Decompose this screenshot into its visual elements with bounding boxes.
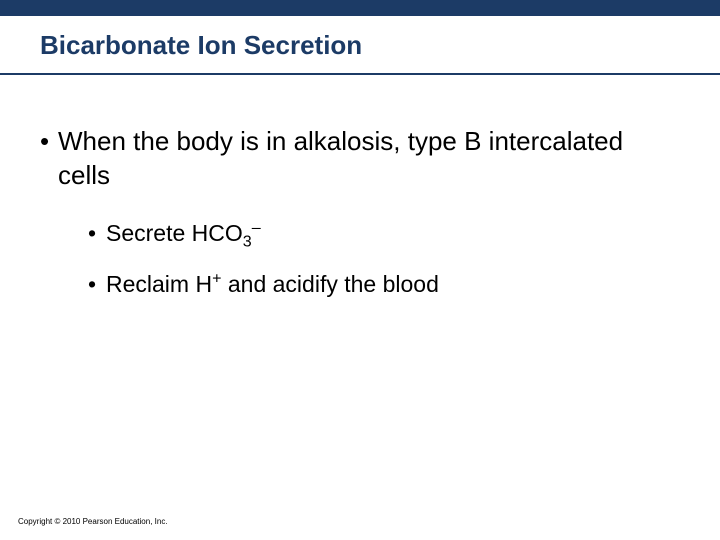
superscript-minus: – bbox=[252, 218, 261, 236]
bullet-main-text: When the body is in alkalosis, type B in… bbox=[58, 126, 623, 190]
title-region: Bicarbonate Ion Secretion bbox=[0, 16, 720, 75]
subscript-3: 3 bbox=[243, 232, 252, 250]
header-band bbox=[0, 0, 720, 16]
bullet-mark: • bbox=[88, 270, 106, 300]
bullet-mark: • bbox=[88, 219, 106, 249]
copyright-text: Copyright © 2010 Pearson Education, Inc. bbox=[18, 517, 168, 526]
bullet-sub-reclaim-prefix: Reclaim H bbox=[106, 271, 212, 297]
bullet-main: •When the body is in alkalosis, type B i… bbox=[40, 125, 680, 193]
content-area: •When the body is in alkalosis, type B i… bbox=[0, 75, 720, 300]
bullet-sub-secrete: •Secrete HCO3– bbox=[40, 219, 680, 249]
slide-title: Bicarbonate Ion Secretion bbox=[40, 30, 720, 61]
bullet-sub-secrete-prefix: Secrete HCO bbox=[106, 220, 243, 246]
bullet-sub-reclaim: •Reclaim H+ and acidify the blood bbox=[40, 270, 680, 300]
bullet-sub-reclaim-suffix: and acidify the blood bbox=[221, 271, 438, 297]
bullet-mark: • bbox=[40, 125, 58, 159]
